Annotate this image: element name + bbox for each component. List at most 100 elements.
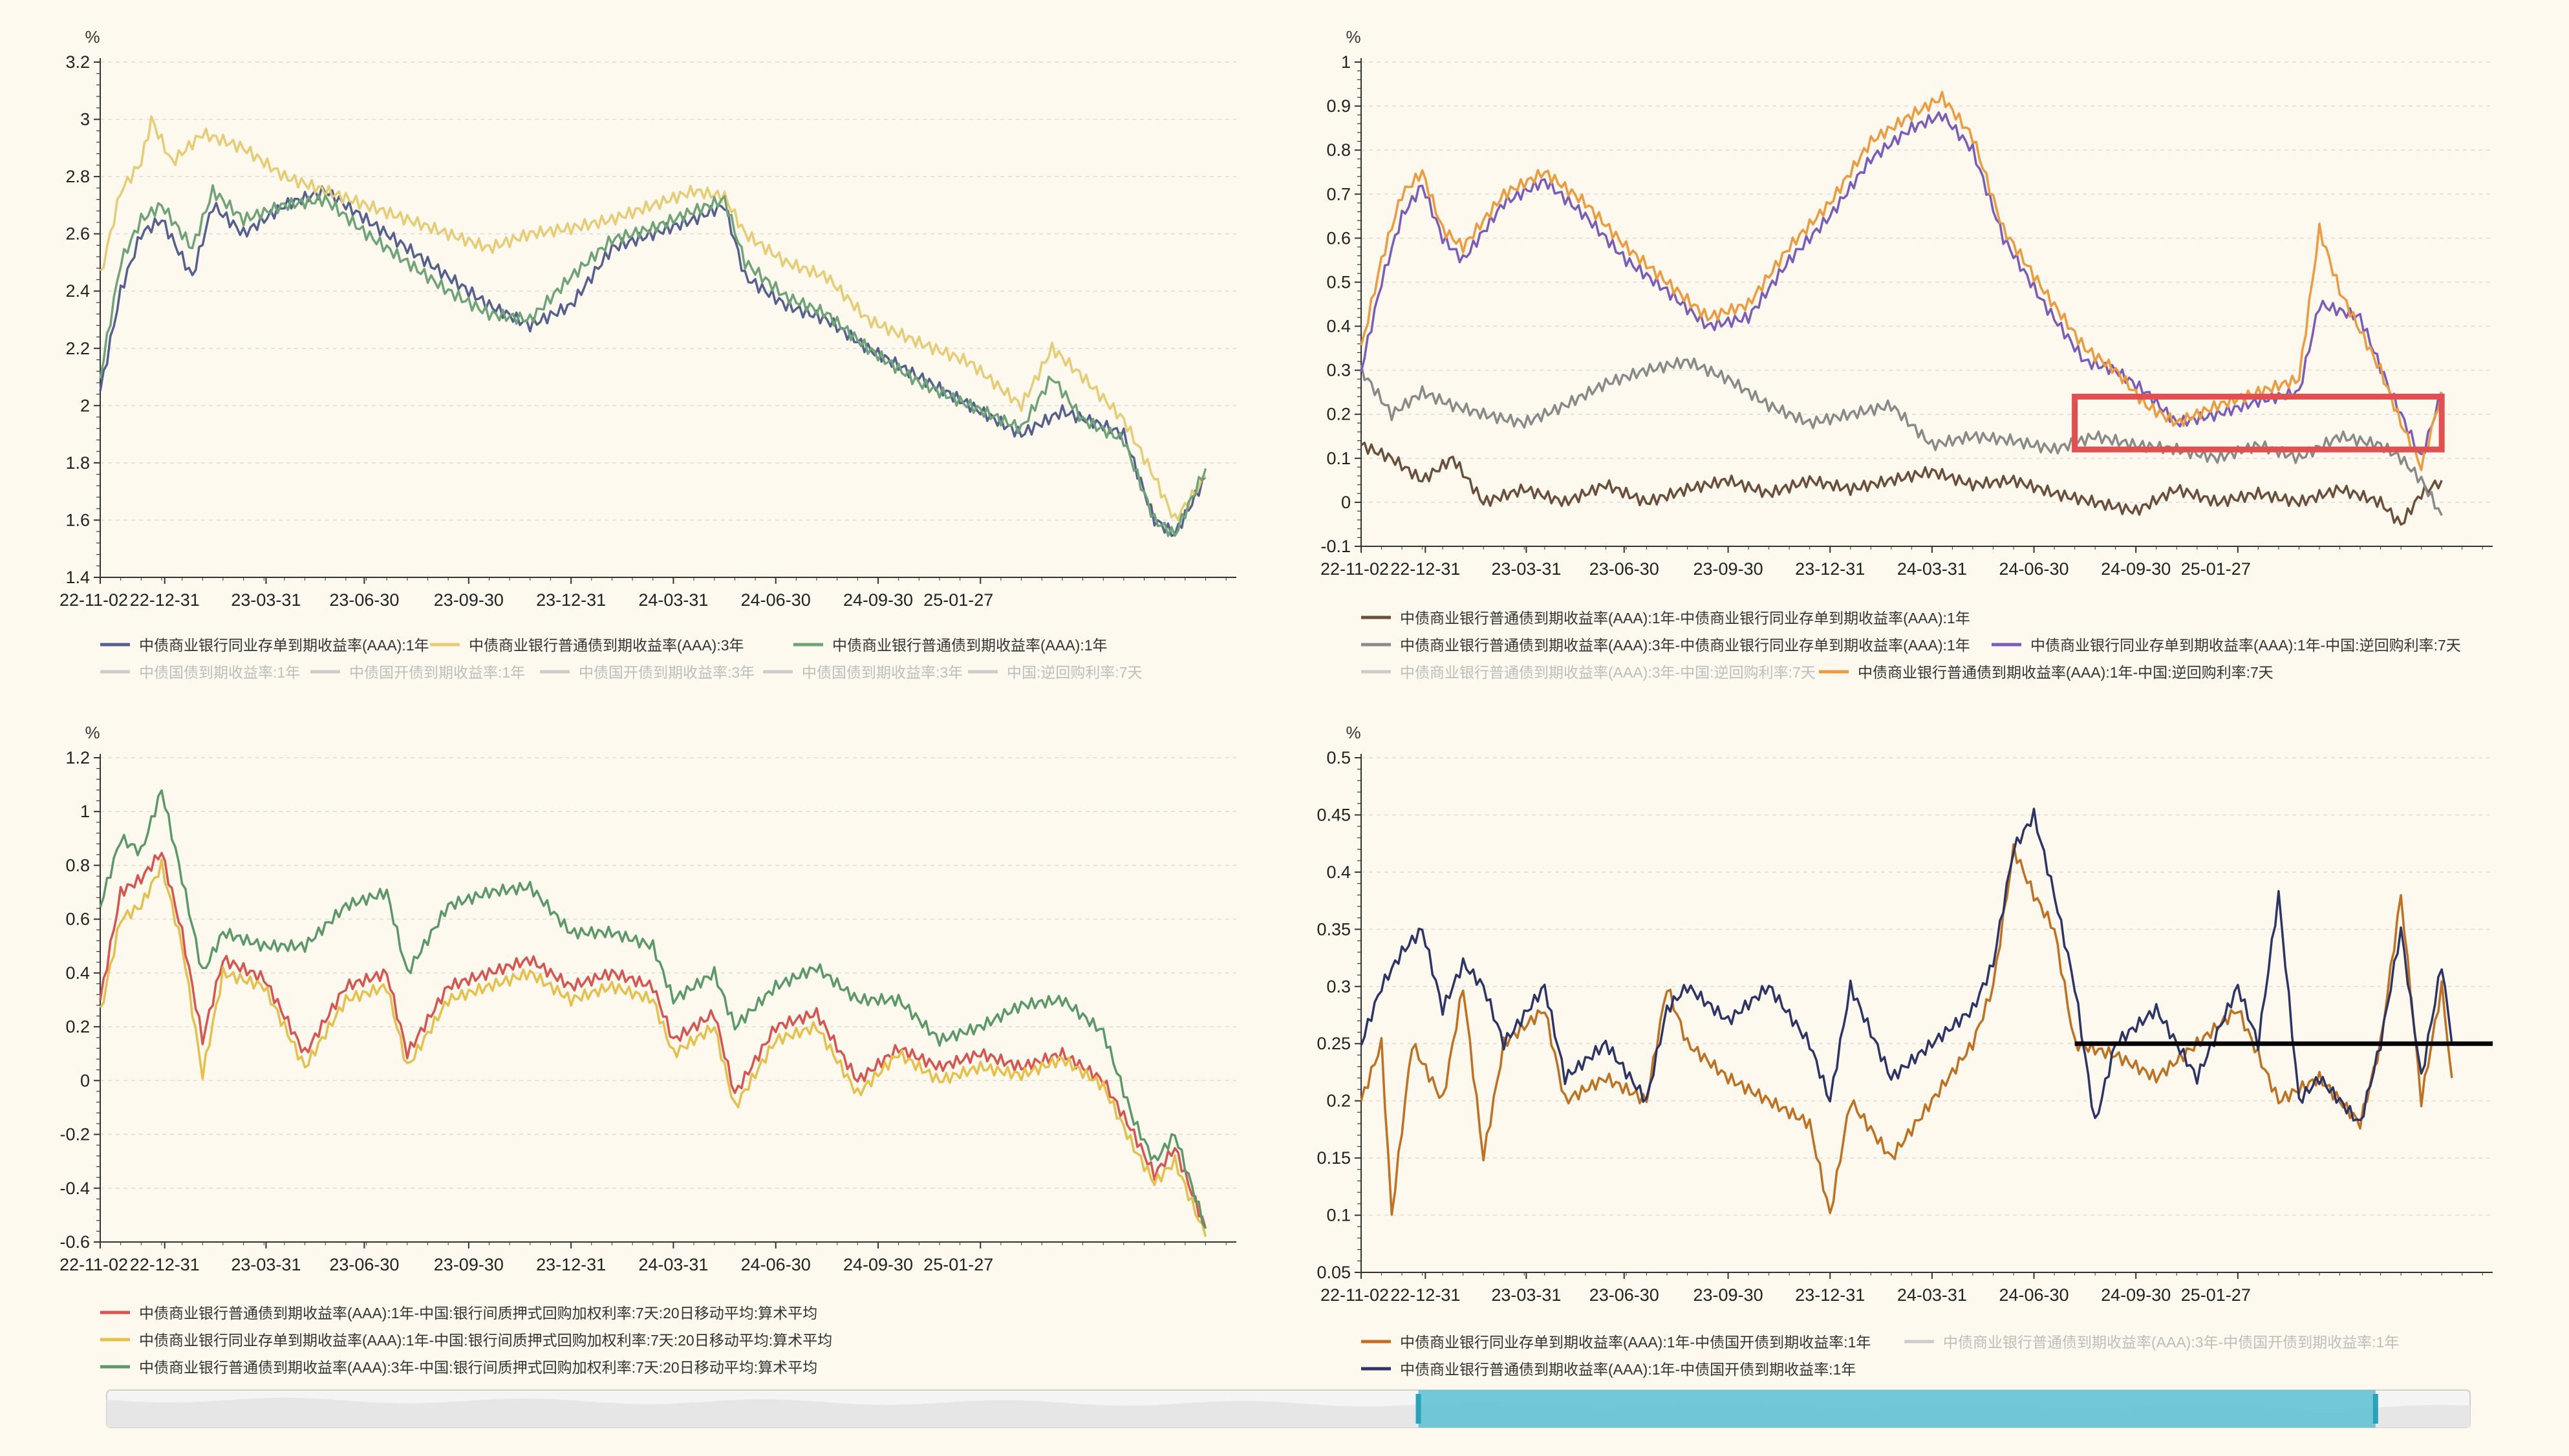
slider-handle-right[interactable]: [2372, 1394, 2378, 1424]
legend-label: 中债商业银行普通债到期收益率(AAA):1年-中国:银行间质押式回购加权利率:7…: [139, 1305, 817, 1322]
chart-commercial-bank-yields: % 3.2 3 2.8 2.6 2.4 2.2 2 1.8 1.6 1.4 22-11-02 22-12…: [59, 27, 1236, 681]
legend-item[interactable]: 中债国开债到期收益率:1年: [310, 664, 525, 681]
x-tick-label: 23-03-31: [231, 1255, 301, 1274]
legend-label: 中债商业银行普通债到期收益率(AAA):1年-中债商业银行同业存单到期收益率(A…: [1400, 610, 1970, 626]
y-tick-label: 1.8: [65, 453, 90, 473]
legend-item[interactable]: 中债商业银行普通债到期收益率(AAA):1年-中债国开债到期收益率:1年: [1361, 1361, 1856, 1378]
y-tick-label: 1: [80, 802, 90, 821]
x-tick-label: 23-06-30: [329, 1255, 399, 1274]
y-tick-label: 3: [80, 110, 90, 129]
legend-label: 中债商业银行同业存单到期收益率(AAA):1年-中国:银行间质押式回购加权利率:…: [139, 1332, 832, 1349]
series-line-1: [99, 858, 1207, 1237]
x-tick-label: 23-12-31: [536, 1255, 606, 1274]
legend-item[interactable]: 中债商业银行同业存单到期收益率(AAA):1年-中国:银行间质押式回购加权利率:…: [100, 1332, 832, 1349]
legend-label: 中债商业银行普通债到期收益率(AAA):1年: [832, 637, 1108, 654]
y-unit-label: %: [1346, 723, 1360, 742]
legend-item[interactable]: 中债国开债到期收益率:3年: [540, 664, 755, 681]
x-tick-label: 22-12-31: [130, 590, 200, 610]
y-tick-label: 0.8: [65, 855, 90, 875]
y-tick-label: 0.25: [1317, 1034, 1351, 1053]
series-line-2: [99, 184, 1207, 537]
series-line-1: [99, 115, 1206, 522]
series-line-0: [1360, 843, 2453, 1216]
x-tick-label: 25-01-27: [923, 1255, 993, 1274]
legend-item[interactable]: 中债商业银行普通债到期收益率(AAA):3年: [430, 637, 744, 654]
x-tick-label: 22-11-02: [1320, 1285, 1389, 1305]
y-tick-label: 0.5: [1326, 272, 1351, 292]
x-tick-label: 22-11-02: [59, 1255, 128, 1274]
legend-item[interactable]: 中债商业银行同业存单到期收益率(AAA):1年-中债国开债到期收益率:1年: [1361, 1334, 1871, 1351]
y-tick-label: 0.3: [1326, 977, 1351, 996]
legend-item[interactable]: 中债商业银行普通债到期收益率(AAA):3年-中债国开债到期收益率:1年: [1904, 1334, 2399, 1351]
x-tick-label: 23-09-30: [1693, 1285, 1763, 1305]
x-tick-label: 24-06-30: [741, 1255, 811, 1274]
legend-label: 中债商业银行普通债到期收益率(AAA):1年-中国:逆回购利率:7天: [1858, 664, 2273, 681]
y-tick-label: -0.2: [59, 1125, 90, 1144]
x-tick-label: 23-06-30: [1589, 1285, 1659, 1305]
legend-label: 中债商业银行普通债到期收益率(AAA):1年-中债国开债到期收益率:1年: [1400, 1361, 1856, 1378]
y-tick-label: 0.2: [65, 1017, 90, 1036]
legend-label: 中债国开债到期收益率:1年: [349, 664, 525, 681]
x-tick-label: 24-03-31: [638, 590, 708, 610]
series-line-2: [1360, 808, 2453, 1122]
legend-item[interactable]: 中国:逆回购利率:7天: [968, 664, 1143, 681]
y-tick-label: 0.2: [1326, 405, 1351, 424]
legend: 中债商业银行同业存单到期收益率(AAA):1年 中债商业银行普通债到期收益率(AA…: [100, 637, 1143, 681]
legend: 中债商业银行普通债到期收益率(AAA):1年-中债商业银行同业存单到期收益率(A…: [1361, 610, 2461, 681]
y-tick-label: 2.6: [65, 224, 90, 244]
legend-item[interactable]: 中债商业银行普通债到期收益率(AAA):1年: [793, 637, 1108, 654]
y-tick-label: 0.9: [1326, 96, 1351, 116]
legend-label: 中债商业银行同业存单到期收益率(AAA):1年-中国:逆回购利率:7天: [2030, 637, 2461, 654]
y-tick-label: 1.4: [65, 568, 90, 587]
x-tick-label: 22-12-31: [130, 1255, 200, 1274]
x-tick-label: 24-06-30: [1999, 559, 2069, 579]
x-tick-label: 23-09-30: [434, 590, 504, 610]
y-tick-label: 1: [1341, 52, 1351, 72]
x-tick-label: 22-12-31: [1390, 1285, 1460, 1305]
y-unit-label: %: [85, 27, 100, 47]
time-range-slider[interactable]: [106, 1389, 2471, 1428]
y-tick-label: 2.2: [65, 339, 90, 358]
series-line-0: [1360, 442, 2443, 526]
x-tick-label: 23-12-31: [1795, 1285, 1865, 1305]
series-line-4: [1360, 91, 2443, 471]
x-tick-label: 22-11-02: [1320, 559, 1389, 579]
x-tick-label: 23-06-30: [329, 590, 399, 610]
x-tick-label: 24-09-30: [843, 590, 913, 610]
x-tick-label: 24-03-31: [1897, 1285, 1967, 1305]
y-tick-label: 0.8: [1326, 140, 1351, 160]
legend-item[interactable]: 中债商业银行普通债到期收益率(AAA):1年-中国:银行间质押式回购加权利率:7…: [100, 1305, 817, 1322]
slider-selected-range[interactable]: [1418, 1390, 2376, 1428]
legend-label: 中债商业银行普通债到期收益率(AAA):3年: [469, 637, 744, 654]
legend-item[interactable]: 中债商业银行普通债到期收益率(AAA):3年-中债商业银行同业存单到期收益率(A…: [1361, 637, 1970, 654]
slider-handle-left[interactable]: [1415, 1394, 1421, 1424]
legend-item[interactable]: 中债商业银行同业存单到期收益率(AAA):1年: [100, 637, 429, 654]
x-tick-label: 22-11-02: [59, 590, 128, 610]
legend-item[interactable]: 中债商业银行普通债到期收益率(AAA):3年-中国:银行间质押式回购加权利率:7…: [100, 1359, 817, 1376]
x-tick-label: 23-03-31: [231, 590, 301, 610]
chart-spread-vs-cdb-1y: % 0.5 0.45 0.4 0.35 0.3 0.25 0.2 0.15 0.1 0.05 22-1…: [1317, 723, 2493, 1378]
legend-label: 中债国债到期收益率:3年: [802, 664, 963, 681]
legend-item[interactable]: 中债商业银行普通债到期收益率(AAA):1年-中债商业银行同业存单到期收益率(A…: [1361, 610, 1970, 626]
legend-item[interactable]: 中债商业银行普通债到期收益率(AAA):3年-中国:逆回购利率:7天: [1361, 664, 1816, 681]
x-tick-label: 24-09-30: [843, 1255, 913, 1274]
legend-label: 中债商业银行同业存单到期收益率(AAA):1年: [139, 637, 429, 654]
y-tick-label: -0.4: [59, 1179, 90, 1198]
legend: 中债商业银行普通债到期收益率(AAA):1年-中国:银行间质押式回购加权利率:7…: [100, 1305, 832, 1376]
y-tick-label: -0.1: [1320, 537, 1351, 556]
legend-label: 中债商业银行普通债到期收益率(AAA):3年-中债国开债到期收益率:1年: [1943, 1334, 2399, 1351]
legend-item[interactable]: 中债商业银行普通债到期收益率(AAA):1年-中国:逆回购利率:7天: [1819, 664, 2273, 681]
y-tick-label: 0: [80, 1071, 90, 1090]
legend-item[interactable]: 中债国债到期收益率:1年: [100, 664, 300, 681]
y-tick-label: 0.6: [1326, 228, 1351, 248]
legend-label: 中国:逆回购利率:7天: [1007, 664, 1143, 681]
y-tick-label: 0.5: [1326, 748, 1351, 767]
legend-label: 中债商业银行普通债到期收益率(AAA):3年-中国:逆回购利率:7天: [1400, 664, 1816, 681]
legend-item[interactable]: 中债商业银行同业存单到期收益率(AAA):1年-中国:逆回购利率:7天: [1992, 637, 2461, 654]
legend-item[interactable]: 中债国债到期收益率:3年: [763, 664, 963, 681]
y-tick-label: 0: [1341, 493, 1351, 512]
y-tick-label: 2.8: [65, 167, 90, 186]
x-tick-label: 23-03-31: [1491, 559, 1561, 579]
y-tick-label: 2: [80, 396, 90, 415]
